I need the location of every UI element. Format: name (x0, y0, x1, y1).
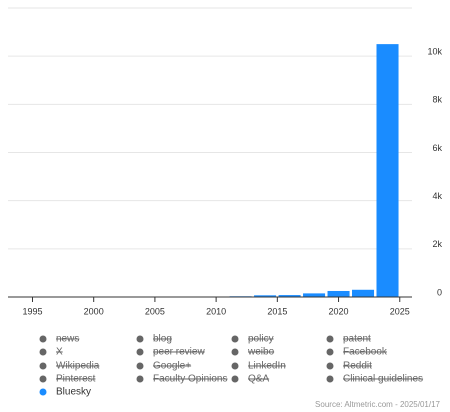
legend-label[interactable]: peer review (153, 347, 205, 358)
legend-marker (136, 335, 144, 343)
y-tick-label: 6k (432, 143, 442, 153)
legend-marker (39, 335, 47, 343)
legend-marker (231, 375, 239, 383)
legend-label[interactable]: Q&A (248, 374, 269, 385)
legend-label[interactable]: weibo (247, 347, 275, 358)
legend-marker (326, 362, 334, 370)
legend-label[interactable]: Wikipedia (56, 361, 100, 372)
legend-marker (136, 348, 144, 356)
legend-label[interactable]: Clinical guidelines (343, 374, 423, 385)
bar (327, 290, 350, 297)
legend-marker (231, 362, 239, 370)
legend-label[interactable]: policy (248, 334, 274, 345)
x-tick-label: 1995 (22, 306, 42, 316)
legend-marker (231, 348, 239, 356)
legend-marker (39, 388, 47, 396)
bar (352, 289, 375, 297)
x-tick-label: 2005 (145, 306, 165, 316)
x-tick-label: 2015 (267, 306, 287, 316)
legend-marker (39, 362, 47, 370)
source: Source: Altmetric.com - 2025/01/17 (315, 400, 441, 409)
legend-label[interactable]: Bluesky (56, 387, 91, 398)
legend-marker (136, 362, 144, 370)
legend-label[interactable]: blog (153, 334, 172, 345)
legend-label[interactable]: Pinterest (56, 374, 96, 385)
legend-marker (136, 375, 144, 383)
y-tick-label: 0 (437, 287, 442, 297)
legend-marker (326, 348, 334, 356)
legend-label[interactable]: Facebook (343, 347, 388, 358)
bar (303, 293, 326, 297)
legend-label[interactable]: news (56, 334, 79, 345)
legend-label[interactable]: Faculty Opinions (153, 374, 227, 385)
legend-label[interactable]: LinkedIn (248, 361, 286, 372)
x-tick-label: 2000 (84, 306, 104, 316)
legend-label[interactable]: patent (343, 334, 371, 345)
y-tick-label: 2k (432, 239, 442, 249)
bar (254, 295, 277, 297)
legend-marker (39, 348, 47, 356)
y-tick-label: 4k (432, 191, 442, 201)
legend-marker (231, 335, 239, 343)
y-tick-label: 8k (432, 95, 442, 105)
legend-label[interactable]: Reddit (343, 361, 372, 372)
legend-marker (39, 375, 47, 383)
bar (376, 44, 399, 297)
legend-label[interactable]: Google+ (153, 361, 191, 372)
x-tick-label: 2010 (206, 306, 226, 316)
x-tick-label: 2025 (390, 306, 410, 316)
y-tick-label: 10k (427, 47, 442, 57)
bar (278, 295, 301, 297)
legend-marker (326, 375, 334, 383)
legend-marker (326, 335, 334, 343)
legend-label[interactable]: X (56, 347, 63, 358)
x-tick-label: 2020 (329, 306, 349, 316)
